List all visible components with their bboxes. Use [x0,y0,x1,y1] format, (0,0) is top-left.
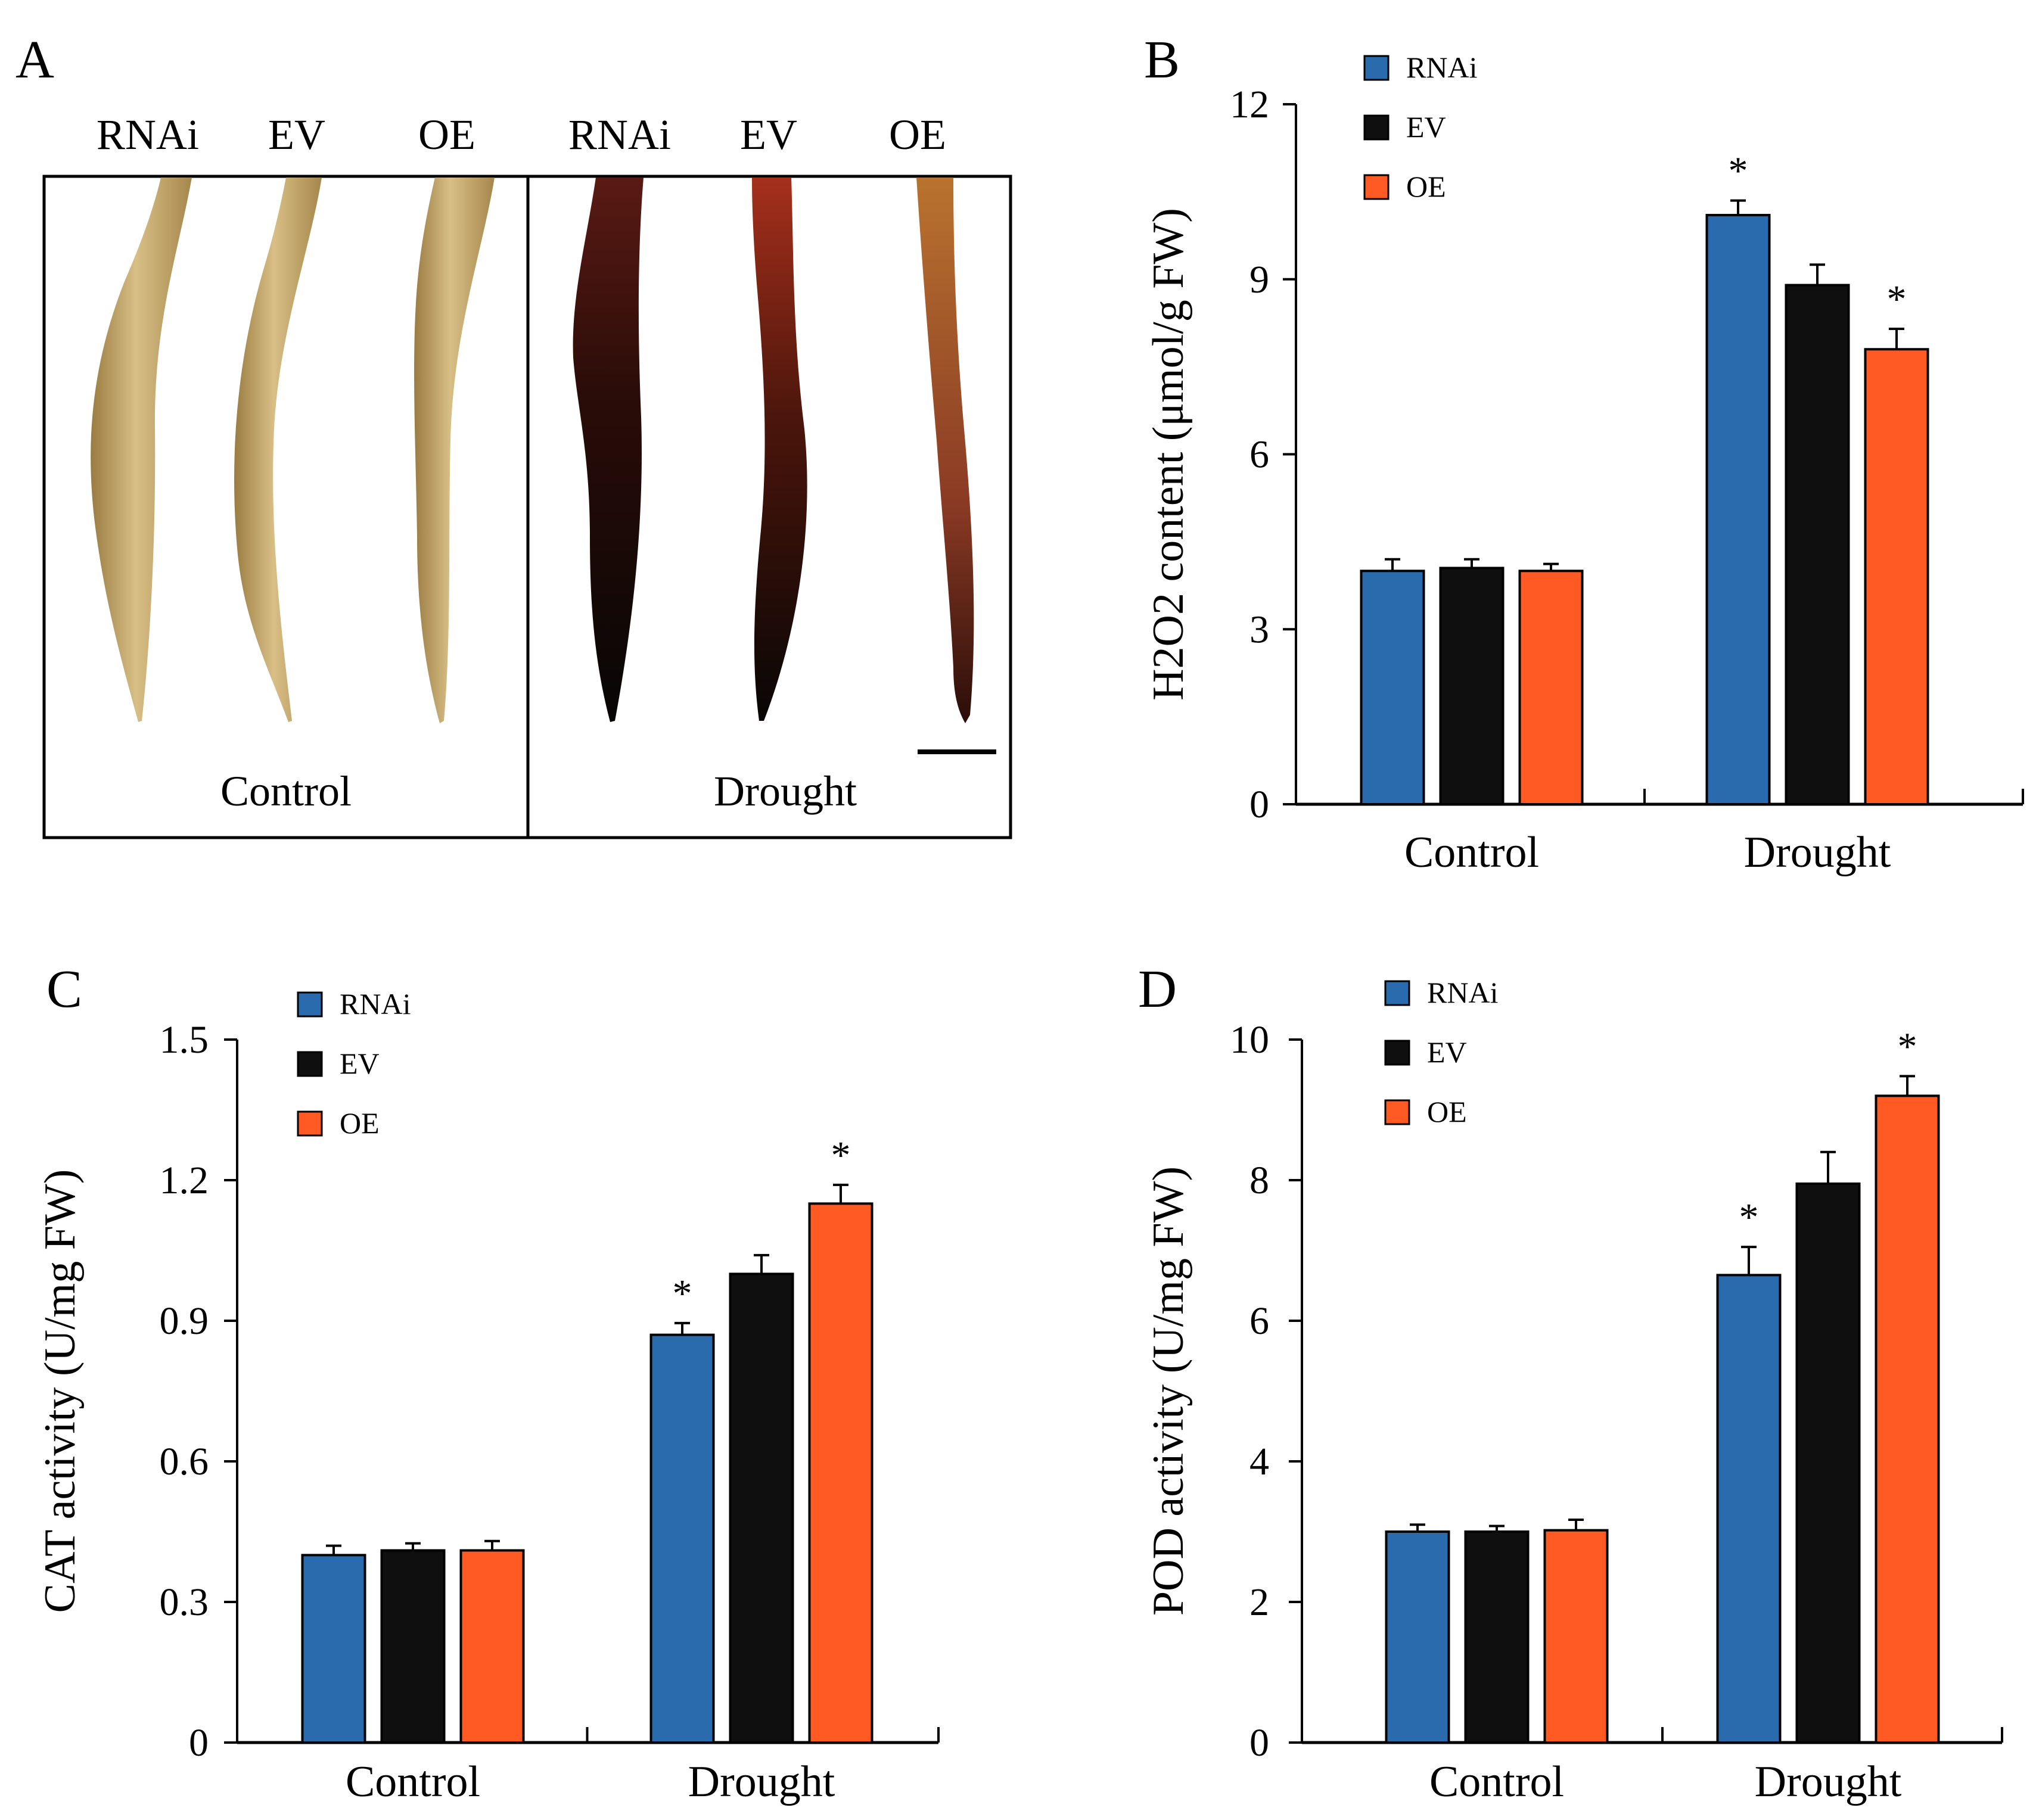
panel-d-category-label-drought: Drought [1755,1757,1902,1806]
root-drought-ev [752,178,807,721]
panel-d-letter: D [1138,960,1177,1019]
root-control-oe [414,178,495,723]
panel-d-bar-oe-drought [1875,1094,1940,1744]
panel-a-letter: A [15,30,54,89]
condition-label-control: Control [220,767,352,815]
panel-c-y-tick-label: 0.9 [160,1299,209,1343]
panel-d-bar-rnai-control [1385,1530,1450,1744]
panel-c-category-label-drought: Drought [688,1757,835,1806]
panel-d-bar-rnai-drought [1716,1274,1782,1744]
panel-c-y-tick-label: 1.5 [160,1018,209,1062]
panel-b-y-tick-label: 0 [1249,783,1269,826]
panel-c-bar-ev-control [380,1549,446,1744]
panel-c-legend-swatch-ev [297,1051,323,1077]
panel-d-legend-swatch-ev [1384,1040,1410,1066]
panel-b-legend-label-rnai: RNAi [1406,51,1477,84]
panel-b-bar-ev-control [1439,567,1505,805]
panel-b-significance-star: * [1729,150,1748,193]
panel-c-y-tick-label: 0 [189,1721,209,1765]
panel-c-cat-chart: C 0 0.3 0.6 0.9 1.2 1.5 CAT activity (U/mg FW) C… [36,960,940,1806]
panel-d-significance-star: * [1739,1196,1759,1239]
panel-c-legend-label-rnai: RNAi [340,987,411,1021]
panel-d-legend-label-ev: EV [1427,1035,1467,1069]
panel-b-y-tick-label: 9 [1249,258,1269,301]
panel-c-significance-star: * [673,1272,692,1315]
panel-b-bar-ev-drought [1785,284,1850,805]
panel-b-legend-label-oe: OE [1406,170,1446,203]
panel-c-legend-label-ev: EV [340,1047,380,1080]
genotype-label-drought-oe: OE [889,111,946,158]
panel-d-legend-label-oe: OE [1427,1095,1467,1128]
panel-d-bar-ev-drought [1795,1182,1861,1744]
panel-b-category-label-drought: Drought [1744,828,1891,877]
panel-d-y-tick-label: 0 [1249,1721,1269,1765]
panel-d-y-tick-label: 2 [1249,1581,1269,1624]
panel-c-bar-oe-control [459,1549,525,1744]
panel-c-category-label-control: Control [346,1757,480,1806]
panel-b-y-tick-label: 6 [1249,433,1269,477]
panel-d-bar-oe-control [1543,1529,1609,1744]
panel-c-bar-ev-drought [729,1273,794,1744]
panel-b-bar-oe-control [1518,570,1584,805]
panel-b-y-tick-label: 12 [1230,83,1269,126]
panel-c-bar-rnai-drought [649,1333,715,1744]
panel-b-legend-swatch-rnai [1363,55,1390,81]
panel-c-y-axis-title: CAT activity (U/mg FW) [36,1169,85,1613]
panel-a: A RNAi EV OE RNAi EV OE Control Drought [15,30,1012,839]
genotype-label-drought-ev: EV [740,111,797,158]
genotype-label-control-rnai: RNAi [97,111,199,158]
panel-c-significance-star: * [831,1134,851,1177]
panel-c-bar-oe-drought [808,1202,874,1744]
panel-d-y-tick-label: 10 [1230,1018,1269,1062]
panel-b-legend-swatch-oe [1363,174,1390,200]
panel-d-legend-label-rnai: RNAi [1427,976,1498,1009]
root-control-rnai [91,178,192,722]
panel-c-legend-swatch-rnai [297,991,323,1018]
panel-d-pod-chart: D 0 2 4 6 8 10 POD activity (U/mg FW) Control * * D… [1138,960,2003,1806]
condition-label-drought: Drought [714,767,857,815]
panel-c-y-tick-label: 1.2 [160,1159,209,1202]
panel-b-y-tick-label: 3 [1249,608,1269,651]
panel-b-bar-rnai-control [1360,570,1425,805]
genotype-label-drought-rnai: RNAi [568,111,671,158]
root-drought-oe [916,178,974,723]
panel-c-legend-swatch-oe [297,1110,323,1137]
panel-c-y-tick-label: 0.3 [160,1581,209,1624]
panel-b-bar-oe-drought [1864,348,1929,805]
panel-b-y-axis-title: H2O2 content (μmol/g FW) [1144,208,1193,701]
panel-b-legend-swatch-ev [1363,114,1390,141]
root-control-ev [234,178,322,722]
panel-d-y-tick-label: 4 [1249,1440,1269,1483]
panel-c-y-tick-label: 0.6 [160,1440,209,1483]
genotype-label-control-oe: OE [418,111,475,158]
panel-c-letter: C [46,960,82,1019]
panel-d-legend-swatch-rnai [1384,980,1410,1006]
panel-d-category-label-control: Control [1429,1757,1564,1806]
panel-b-significance-star: * [1887,278,1907,321]
panel-b-letter: B [1144,30,1180,89]
root-drought-rnai [573,178,644,722]
panel-b-h2o2-chart: B 0 3 6 9 12 H2O2 content (μmol/g FW) Control * *… [1144,30,2024,877]
panel-d-legend-swatch-oe [1384,1099,1410,1125]
panel-c-bar-rnai-control [301,1554,366,1744]
panel-d-y-axis-title: POD activity (U/mg FW) [1144,1166,1193,1616]
panel-d-y-tick-label: 6 [1249,1299,1269,1343]
panel-b-legend-label-ev: EV [1406,110,1446,144]
panel-b-bar-rnai-drought [1705,214,1771,805]
panel-d-significance-star: * [1898,1025,1917,1068]
panel-c-legend-label-oe: OE [340,1106,380,1140]
panel-d-bar-ev-control [1464,1530,1530,1744]
genotype-label-control-ev: EV [268,111,325,158]
panel-d-y-tick-label: 8 [1249,1159,1269,1202]
panel-b-category-label-control: Control [1404,828,1539,877]
